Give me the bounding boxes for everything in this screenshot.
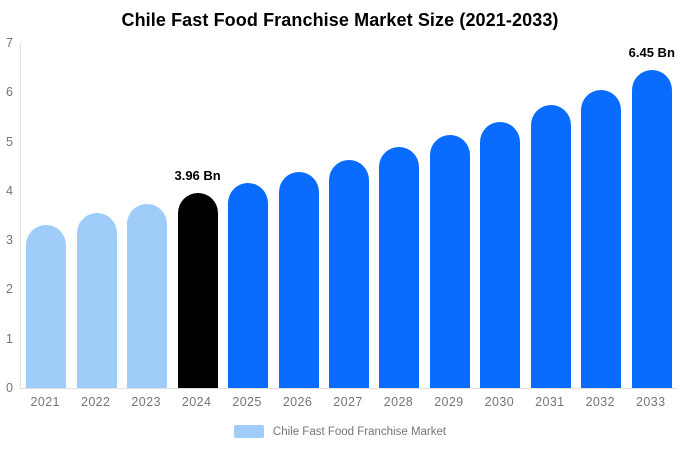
bar-2027[interactable] [329, 160, 369, 388]
bar-2023[interactable] [127, 204, 168, 388]
y-tick-label-5: 5 [6, 134, 13, 149]
x-tick-label-2022: 2022 [80, 395, 111, 409]
x-tick-label-2021: 2021 [30, 395, 60, 409]
bar-value-label: 6.45 Bn [628, 45, 675, 61]
bar-2031[interactable] [530, 104, 571, 388]
plot-area: 3.96 Bn 6.45 Bn [20, 43, 677, 389]
legend[interactable]: Chile Fast Food Franchise Market [0, 425, 680, 438]
y-tick-label-7: 7 [6, 36, 13, 50]
x-tick-label-2026: 2026 [282, 395, 313, 409]
y-tick-label-6: 6 [6, 85, 13, 100]
bar-2033[interactable] [631, 70, 672, 388]
bar-2022[interactable] [76, 213, 117, 388]
x-tick-label-2033: 2033 [636, 395, 666, 409]
bar-value-label: 3.96 Bn [174, 167, 221, 183]
y-tick-label-1: 1 [6, 331, 13, 346]
x-tick-label-2031: 2031 [535, 395, 565, 409]
bar-2028[interactable] [379, 146, 420, 388]
bar-2026[interactable] [278, 172, 319, 388]
bar-2032[interactable] [581, 89, 622, 388]
legend-label: Chile Fast Food Franchise Market [272, 425, 447, 438]
y-tick-label-0: 0 [6, 381, 13, 395]
bar-2030[interactable] [480, 121, 521, 388]
legend-swatch [233, 425, 264, 438]
x-tick-label-2027: 2027 [333, 395, 363, 409]
chart-title: Chile Fast Food Franchise Market Size (2… [121, 10, 559, 30]
y-tick-label-2: 2 [6, 282, 13, 297]
bar-2029[interactable] [429, 135, 470, 388]
bar-2024[interactable] [177, 192, 218, 388]
x-tick-label-2029: 2029 [434, 395, 464, 409]
bar-2021[interactable] [26, 225, 67, 388]
y-tick-label-3: 3 [6, 233, 13, 248]
x-tick-label-2032: 2032 [585, 395, 615, 409]
bar-2025[interactable] [228, 183, 269, 388]
x-tick-label-2028: 2028 [383, 395, 414, 409]
x-tick-label-2023: 2023 [131, 395, 161, 409]
x-tick-label-2030: 2030 [484, 395, 515, 409]
x-tick-label-2024: 2024 [181, 395, 212, 409]
y-tick-label-4: 4 [6, 183, 13, 198]
x-tick-label-2025: 2025 [232, 395, 262, 409]
